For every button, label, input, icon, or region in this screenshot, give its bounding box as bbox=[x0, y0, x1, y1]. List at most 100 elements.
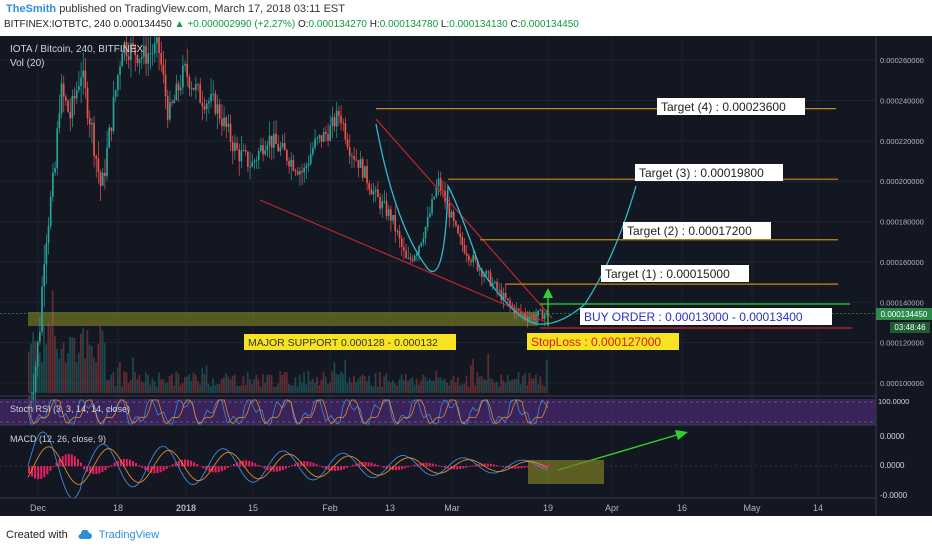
volume-bar bbox=[69, 336, 71, 393]
volume-bar bbox=[229, 379, 232, 393]
macd-histogram-bar bbox=[187, 459, 190, 467]
macd-histogram-bar bbox=[101, 466, 104, 472]
candle-body bbox=[65, 96, 67, 101]
volume-bar bbox=[112, 371, 115, 393]
macd-histogram-bar bbox=[98, 466, 101, 474]
macd-histogram-bar bbox=[465, 466, 468, 468]
chart-area[interactable]: 0.000260000 0.000240000 0.000220000 0.00020… bbox=[0, 25, 932, 516]
macd-histogram-bar bbox=[226, 466, 229, 469]
chart-canvas[interactable]: 0.000260000 0.000240000 0.000220000 0.00020… bbox=[0, 25, 932, 516]
candle-body bbox=[197, 84, 199, 86]
candle-body bbox=[424, 227, 427, 239]
candle-body bbox=[208, 101, 210, 104]
macd-histogram-bar bbox=[162, 466, 165, 471]
volume-bar bbox=[233, 374, 236, 393]
candle-body bbox=[251, 161, 254, 167]
volume-bar bbox=[396, 385, 399, 393]
volume-bar bbox=[465, 375, 468, 393]
volume-bar bbox=[177, 373, 180, 393]
candle-body bbox=[327, 134, 329, 141]
volume-bar bbox=[463, 383, 466, 393]
candle-body bbox=[242, 150, 245, 151]
buy-order-label: BUY ORDER : 0.00013000 - 0.00013400 bbox=[584, 310, 803, 324]
tradingview-link[interactable]: TradingView bbox=[98, 529, 160, 541]
last-price-value: 0.000134450 bbox=[881, 310, 928, 319]
candle-body bbox=[78, 85, 80, 91]
candle-body bbox=[60, 83, 63, 114]
candle-body bbox=[344, 123, 347, 140]
author-name[interactable]: TheSmith bbox=[6, 3, 57, 15]
candle-body bbox=[214, 93, 217, 114]
macd-histogram-bar bbox=[31, 466, 34, 477]
candle-body bbox=[286, 150, 288, 161]
macd-histogram-bar bbox=[456, 466, 459, 470]
macd-histogram-bar bbox=[40, 466, 43, 479]
stoch-label: Stoch RSI (3, 3, 14, 14, close) bbox=[10, 404, 130, 414]
candle-body bbox=[147, 53, 150, 64]
candle-body bbox=[225, 117, 228, 127]
volume-bar bbox=[277, 383, 279, 393]
symbol-line: BITFINEX:IOTBTC, 240 0.000134450 ▲ +0.00… bbox=[4, 19, 579, 30]
macd-histogram-bar bbox=[248, 460, 251, 467]
volume-bar bbox=[99, 325, 102, 393]
macd-histogram-bar bbox=[43, 466, 46, 478]
candle-body bbox=[299, 171, 301, 175]
candle-body bbox=[49, 196, 52, 226]
macd-histogram-bar bbox=[492, 464, 495, 467]
candle-body bbox=[420, 242, 423, 247]
volume-bar bbox=[379, 372, 381, 393]
macd-histogram-bar bbox=[486, 463, 489, 467]
macd-histogram-bar bbox=[107, 466, 110, 468]
candle-body bbox=[526, 317, 529, 320]
y-tick-label: 0.000180000 bbox=[880, 218, 924, 227]
candle-body bbox=[108, 127, 111, 148]
candle-body bbox=[169, 102, 171, 120]
volume-bar bbox=[264, 383, 266, 393]
candle-body bbox=[368, 183, 371, 190]
volume-bar bbox=[318, 385, 321, 393]
volume-bar bbox=[368, 375, 370, 393]
macd-histogram-bar bbox=[284, 466, 287, 469]
candle-body bbox=[229, 123, 232, 142]
volume-bar bbox=[537, 384, 539, 393]
candle-body bbox=[472, 255, 475, 262]
macd-histogram-bar bbox=[419, 463, 422, 467]
macd-histogram-bar bbox=[205, 466, 208, 471]
macd-histogram-bar bbox=[398, 466, 401, 470]
candle-body bbox=[543, 314, 546, 320]
macd-histogram-bar bbox=[125, 458, 128, 467]
candle-body bbox=[114, 90, 117, 97]
macd-histogram-bar bbox=[168, 466, 171, 467]
volume-bar bbox=[186, 376, 188, 393]
macd-histogram-bar bbox=[514, 466, 517, 469]
volume-bar bbox=[51, 290, 54, 393]
stop-loss-label: StopLoss : 0.000127000 bbox=[531, 335, 661, 349]
candle-body bbox=[231, 141, 234, 152]
candle-body bbox=[416, 253, 418, 256]
macd-histogram-bar bbox=[61, 456, 64, 467]
volume-bar bbox=[333, 362, 336, 393]
candle-body bbox=[515, 308, 518, 314]
volume-bar bbox=[517, 372, 520, 393]
macd-histogram-bar bbox=[223, 466, 226, 470]
candle-body bbox=[121, 53, 124, 67]
volume-bar bbox=[526, 385, 529, 393]
macd-plot bbox=[0, 431, 876, 499]
volume-bar bbox=[294, 377, 297, 393]
macd-histogram-bar bbox=[73, 456, 76, 467]
candle-body bbox=[522, 314, 524, 315]
volume-bar bbox=[366, 381, 368, 393]
candle-body bbox=[268, 135, 271, 146]
candle-body bbox=[481, 269, 483, 277]
candle-body bbox=[374, 189, 377, 192]
candle-body bbox=[405, 250, 407, 259]
volume-bar bbox=[266, 374, 269, 393]
candle-body bbox=[387, 209, 390, 217]
candle-body bbox=[260, 145, 262, 151]
stoch-rsi-lines bbox=[0, 399, 876, 425]
low-value: 0.000134130 bbox=[449, 19, 508, 30]
candle-body bbox=[101, 172, 104, 186]
macd-histogram-bar bbox=[370, 462, 373, 467]
candle-body bbox=[136, 55, 139, 64]
x-tick-label: 2018 bbox=[176, 503, 196, 513]
